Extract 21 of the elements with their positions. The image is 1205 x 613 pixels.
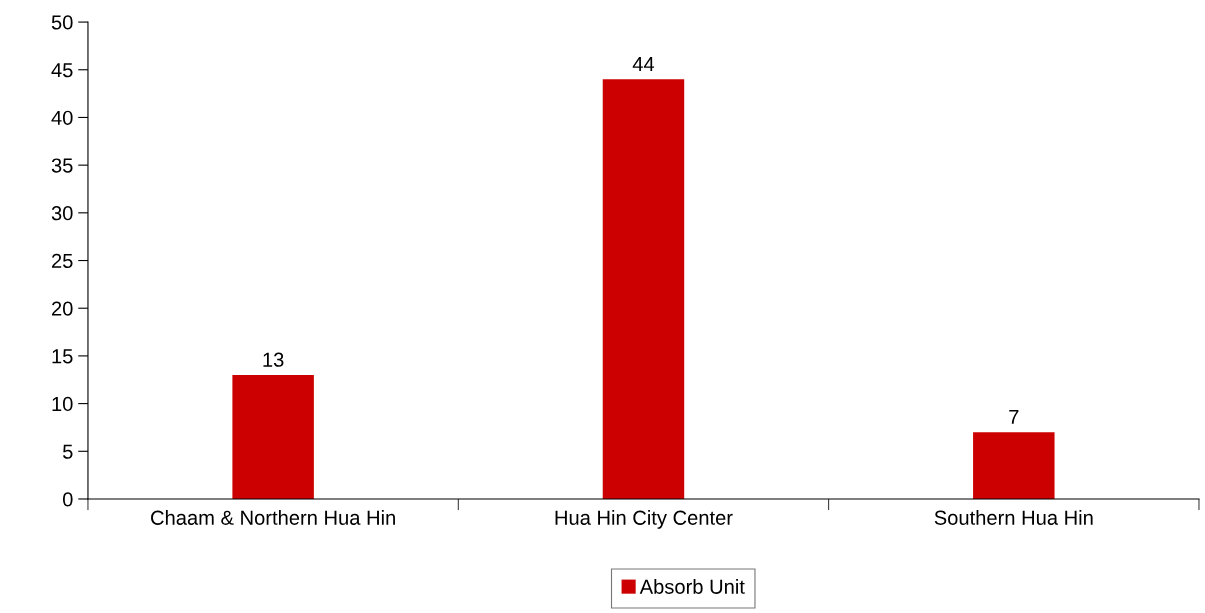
legend-label: Absorb Unit: [639, 579, 745, 594]
y-tick-label: 0: [62, 492, 73, 507]
bar: [973, 432, 1055, 499]
y-tick-label: 25: [52, 253, 73, 269]
y-tick-label: 20: [52, 301, 73, 316]
y-tick-label: 50: [51, 15, 73, 30]
y-tick-label: 45: [51, 63, 73, 78]
bar: [602, 79, 685, 499]
data-label: 13: [263, 352, 284, 367]
y-tick-label: 15: [52, 349, 73, 364]
x-tick-label: Chaam & Northern Hua Hin: [151, 510, 395, 525]
y-tick-label: 30: [51, 206, 73, 221]
y-tick-label: 40: [51, 110, 73, 125]
x-tick-label: Southern Hua Hin: [934, 510, 1093, 525]
y-tick-label: 5: [62, 444, 73, 459]
x-tick-label: Hua Hin City Center: [555, 510, 733, 529]
data-label: 7: [1009, 410, 1019, 424]
data-label: 44: [632, 57, 655, 71]
y-tick-label: 10: [52, 396, 73, 412]
bar: [232, 374, 314, 499]
y-tick-label: 35: [51, 158, 73, 173]
